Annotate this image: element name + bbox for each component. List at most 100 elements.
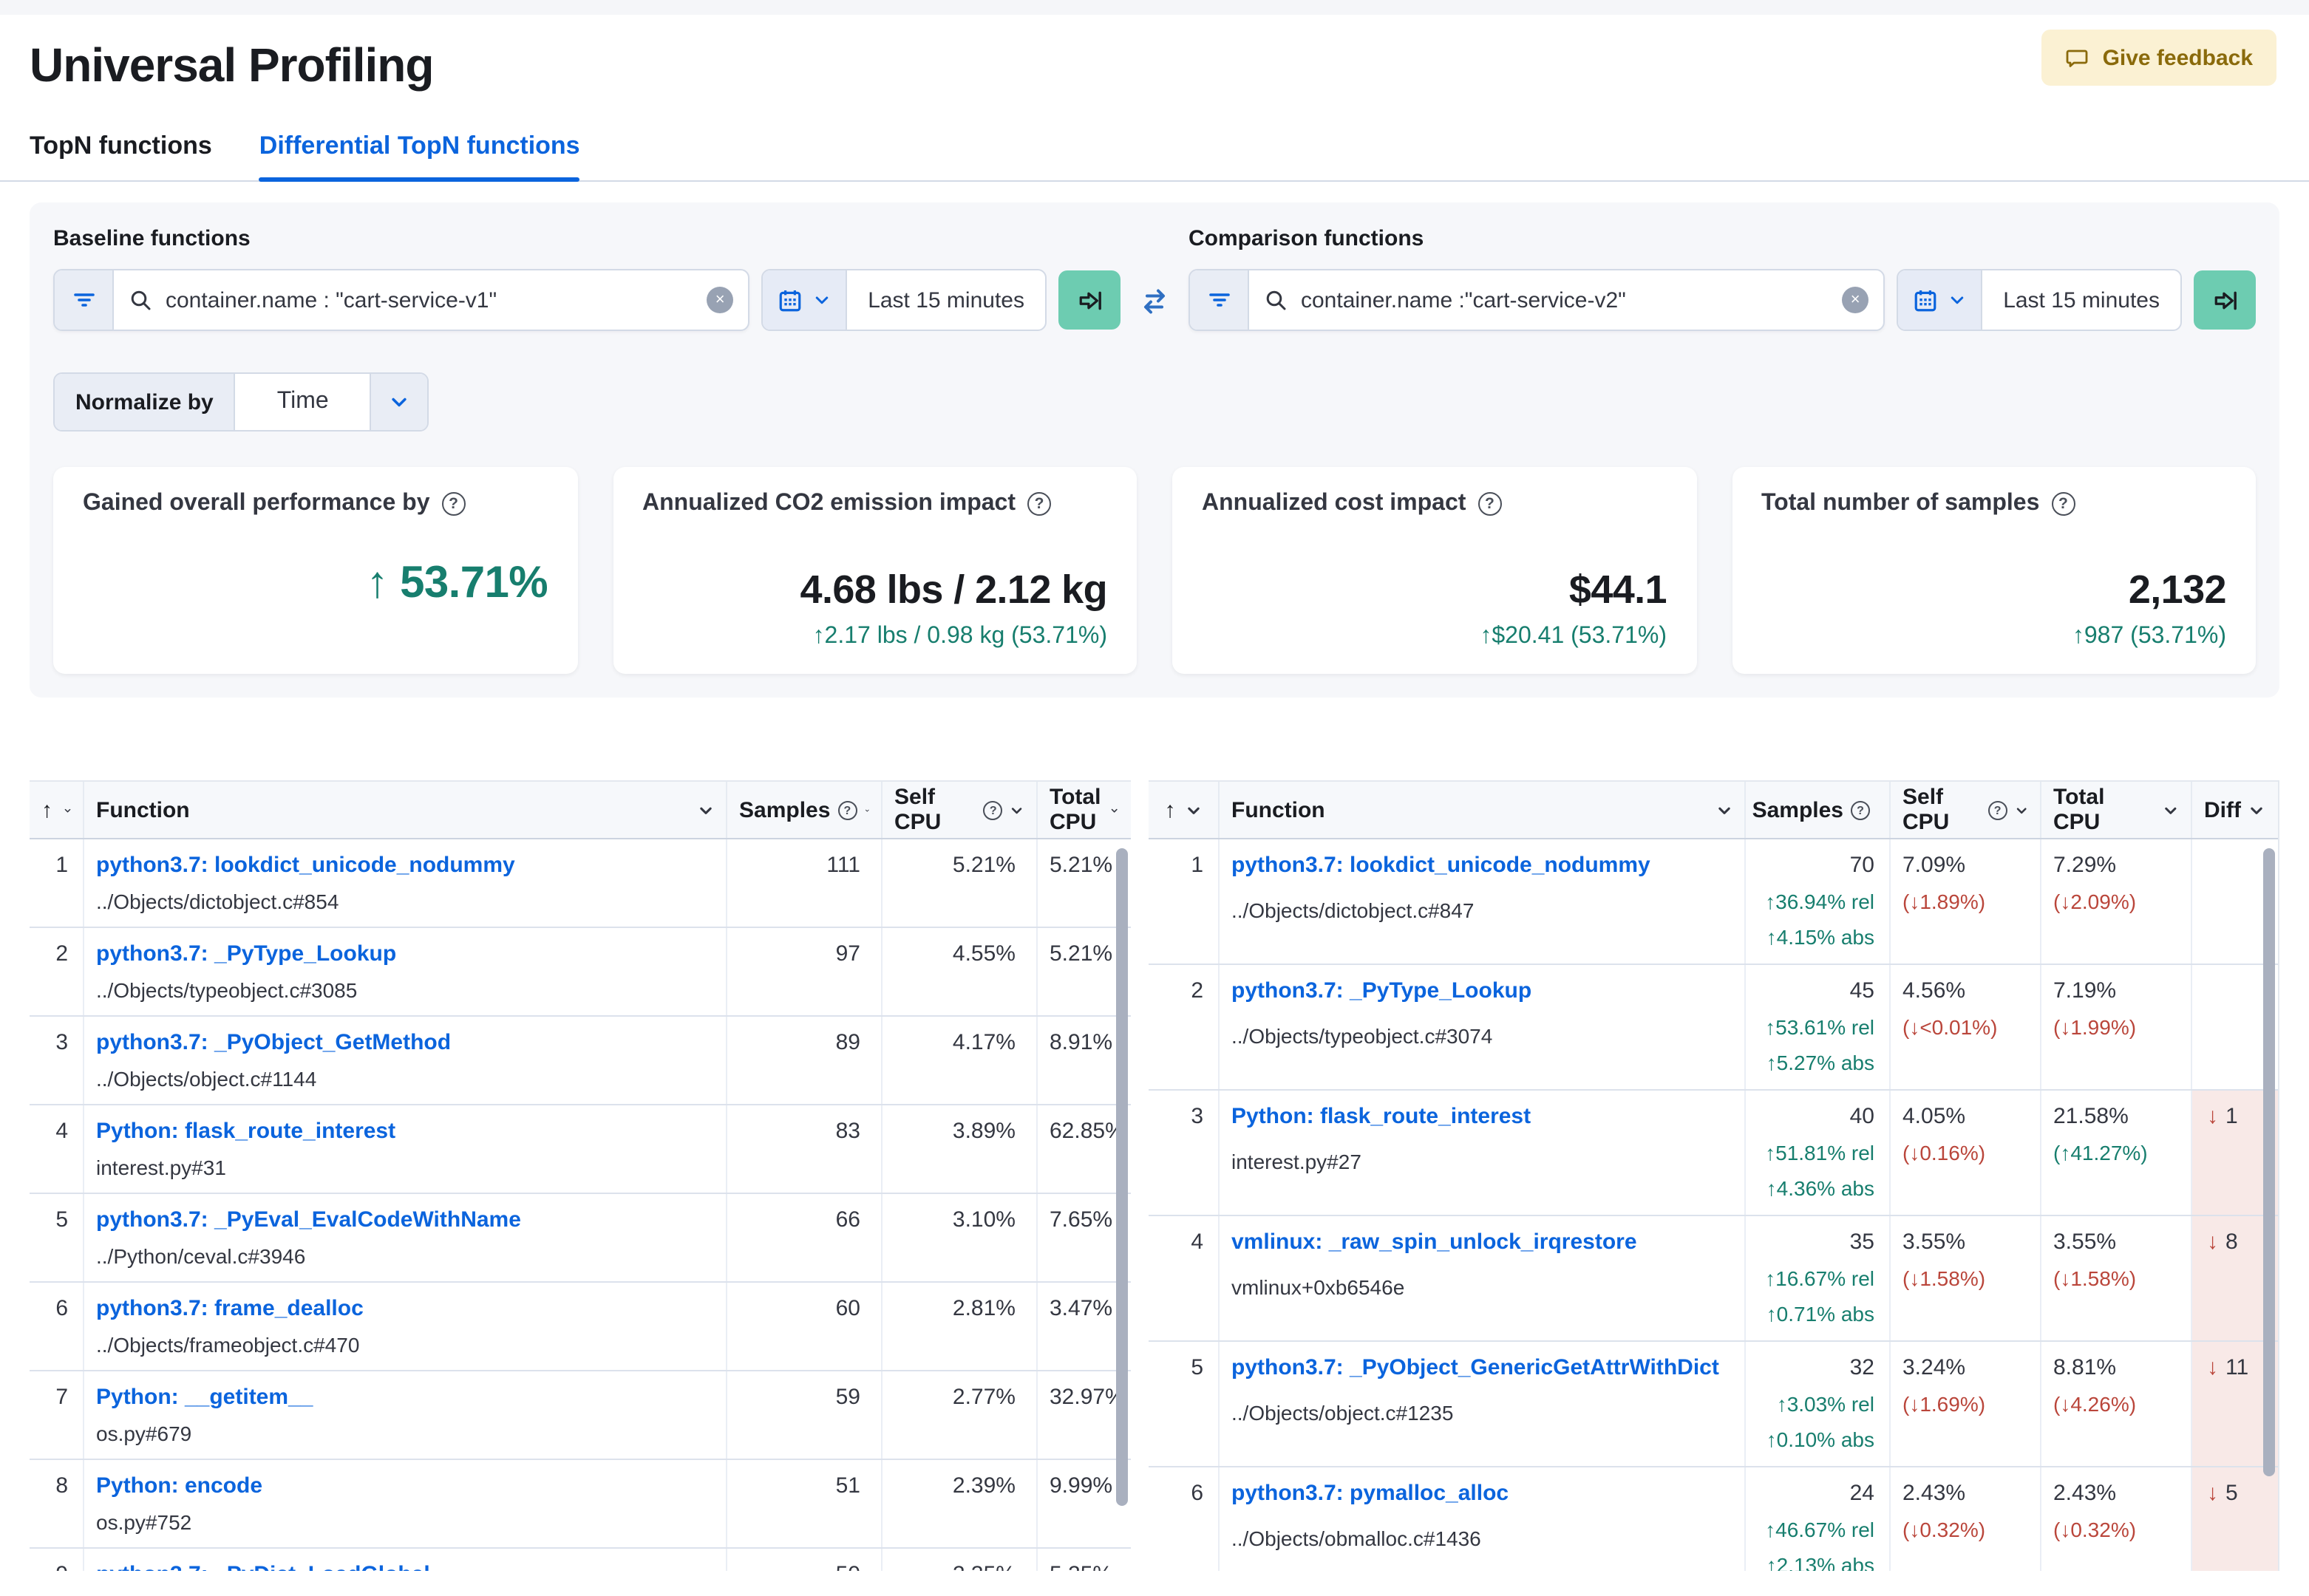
- swap-sides-button[interactable]: [1121, 272, 1188, 331]
- samples-value: 24: [1849, 1481, 1874, 1506]
- refresh-to-bar-icon: [1078, 290, 1101, 310]
- help-icon[interactable]: ?: [2051, 492, 2075, 516]
- samples-relative-change: ↑51.81% rel: [1765, 1141, 1874, 1164]
- function-source: ../Objects/dictobject.c#854: [96, 890, 339, 913]
- function-link[interactable]: Python: encode: [96, 1473, 263, 1498]
- filter-button[interactable]: [55, 270, 114, 330]
- function-link[interactable]: python3.7: pymalloc_alloc: [1231, 1481, 1509, 1506]
- clear-query-button[interactable]: ×: [707, 287, 734, 313]
- rank-diff-value: 8: [2225, 1230, 2238, 1255]
- function-cell: python3.7: lookdict_unicode_nodummy ../O…: [1220, 839, 1746, 964]
- chevron-down-icon: [1951, 296, 1964, 304]
- samples-cell: 32 ↑3.03% rel ↑0.10% abs: [1746, 1342, 1891, 1466]
- comparison-table-body: 1 python3.7: lookdict_unicode_nodummy ..…: [1149, 839, 2278, 1571]
- baseline-query-input[interactable]: container.name : "cart-service-v1" ×: [114, 270, 748, 330]
- card-cost-impact: Annualized cost impact ? $44.1 ↑$20.41 (…: [1172, 467, 1696, 674]
- card-performance-gain: Gained overall performance by ? ↑ 53.71%: [53, 467, 577, 674]
- chevron-down-icon: [700, 806, 712, 814]
- table-row: 4 Python: flask_route_interest interest.…: [30, 1105, 1131, 1194]
- help-icon[interactable]: ?: [1027, 492, 1051, 516]
- function-link[interactable]: python3.7: _PyObject_GetMethod: [96, 1030, 452, 1055]
- sort-arrow-up-icon: ↑: [1164, 797, 1176, 822]
- samples-relative-change: ↑16.67% rel: [1765, 1266, 1874, 1290]
- vertical-scrollbar[interactable]: [1116, 848, 1128, 1506]
- sort-column-header[interactable]: ↑: [30, 782, 84, 838]
- self-cpu-column-header[interactable]: Self CPU ?: [883, 782, 1038, 838]
- samples-value: 59: [727, 1371, 883, 1459]
- rank-number: 3: [30, 1017, 84, 1104]
- tab-differential-topn-functions[interactable]: Differential TopN functions: [259, 132, 580, 182]
- filter-icon: [1208, 293, 1229, 307]
- function-cell: python3.7: pymalloc_alloc ../Objects/obm…: [1220, 1467, 1746, 1571]
- total-cpu-column-header[interactable]: Total CPU: [2041, 782, 2192, 838]
- function-link[interactable]: python3.7: frame_dealloc: [96, 1296, 364, 1321]
- help-icon[interactable]: ?: [1477, 492, 1502, 516]
- baseline-update-button[interactable]: [1058, 270, 1121, 330]
- baseline-time-range[interactable]: Last 15 minutes: [868, 287, 1024, 313]
- clear-query-button[interactable]: ×: [1842, 287, 1869, 313]
- refresh-to-bar-icon: [2214, 290, 2236, 310]
- search-icon: [1266, 290, 1286, 310]
- samples-value: 60: [727, 1283, 883, 1370]
- function-column-header[interactable]: Function: [84, 782, 727, 838]
- samples-cell: 40 ↑51.81% rel ↑4.36% abs: [1746, 1091, 1891, 1215]
- function-link[interactable]: python3.7: lookdict_unicode_nodummy: [96, 853, 515, 878]
- table-row: 9 python3.7: _PyDict_LoadGlobal 50 2.35%…: [30, 1549, 1131, 1571]
- date-picker-toggle[interactable]: [1898, 270, 1983, 330]
- date-picker-toggle[interactable]: [763, 270, 848, 330]
- table-row: 6 python3.7: pymalloc_alloc ../Objects/o…: [1149, 1467, 2278, 1571]
- rank-number: 6: [30, 1283, 84, 1370]
- function-link[interactable]: vmlinux: _raw_spin_unlock_irqrestore: [1231, 1230, 1637, 1255]
- sort-column-header[interactable]: ↑: [1149, 782, 1220, 838]
- vertical-scrollbar[interactable]: [2263, 848, 2275, 1476]
- comparison-update-button[interactable]: [2194, 270, 2256, 330]
- help-icon: ?: [983, 800, 1003, 819]
- normalize-by-select[interactable]: Time: [276, 389, 329, 414]
- function-link[interactable]: Python: flask_route_interest: [1231, 1104, 1531, 1129]
- samples-cell: 45 ↑53.61% rel ↑5.27% abs: [1746, 965, 1891, 1089]
- filter-button[interactable]: [1190, 270, 1249, 330]
- function-link[interactable]: python3.7: _PyEval_EvalCodeWithName: [96, 1207, 521, 1232]
- function-cell: python3.7: _PyType_Lookup ../Objects/typ…: [84, 928, 727, 1015]
- diff-column-header[interactable]: Diff: [2192, 782, 2278, 838]
- comparison-time-range[interactable]: Last 15 minutes: [2003, 287, 2160, 313]
- comparison-functions-table: ↑ Function Samples ? Self CPU ?: [1149, 780, 2279, 1571]
- table-row: 4 vmlinux: _raw_spin_unlock_irqrestore v…: [1149, 1216, 2278, 1342]
- samples-column-header[interactable]: Samples ?: [727, 782, 883, 838]
- comparison-query-input[interactable]: container.name :"cart-service-v2" ×: [1249, 270, 1883, 330]
- function-link[interactable]: Python: flask_route_interest: [96, 1119, 396, 1144]
- function-column-header[interactable]: Function: [1220, 782, 1746, 838]
- function-link[interactable]: python3.7: _PyDict_LoadGlobal: [96, 1562, 714, 1571]
- page-title: Universal Profiling: [30, 38, 434, 92]
- table-row: 5 python3.7: _PyEval_EvalCodeWithName ..…: [30, 1194, 1131, 1283]
- self-cpu-value: 4.05%: [1902, 1104, 1966, 1129]
- help-icon[interactable]: ?: [441, 492, 466, 516]
- tab-topn-functions[interactable]: TopN functions: [30, 132, 212, 160]
- self-cpu-cell: 7.09% (↓1.89%): [1891, 839, 2041, 964]
- baseline-search-control: container.name : "cart-service-v1" ×: [53, 269, 750, 331]
- chevron-down-icon: [1012, 807, 1023, 814]
- chevron-down-icon: [392, 398, 407, 407]
- total-cpu-column-header[interactable]: Total CPU: [1038, 782, 1131, 838]
- function-link[interactable]: python3.7: _PyObject_GenericGetAttrWithD…: [1231, 1355, 1719, 1380]
- function-link[interactable]: python3.7: lookdict_unicode_nodummy: [1231, 853, 1650, 878]
- self-cpu-column-header[interactable]: Self CPU ?: [1891, 782, 2041, 838]
- normalize-chevron-button[interactable]: [370, 374, 428, 430]
- samples-column-header[interactable]: Samples ?: [1746, 782, 1891, 838]
- function-link[interactable]: python3.7: _PyType_Lookup: [1231, 978, 1532, 1003]
- function-cell: Python: flask_route_interest interest.py…: [84, 1105, 727, 1193]
- self-cpu-value: 3.89%: [883, 1105, 1038, 1193]
- self-cpu-cell: 3.24% (↓1.69%): [1891, 1342, 2041, 1466]
- rank-number: 2: [1149, 965, 1220, 1089]
- function-cell: python3.7: frame_dealloc ../Objects/fram…: [84, 1283, 727, 1370]
- baseline-controls: container.name : "cart-service-v1" ×: [53, 269, 1121, 331]
- function-cell: python3.7: _PyObject_GetMethod ../Object…: [84, 1017, 727, 1104]
- baseline-functions-table: ↑ Function Samples ? Self CPU ?: [30, 780, 1131, 1571]
- give-feedback-button[interactable]: Give feedback: [2041, 30, 2276, 86]
- calendar-icon: [1914, 289, 1936, 311]
- top-band: [0, 0, 2309, 15]
- total-cpu-delta: (↓1.99%): [2053, 1015, 2137, 1039]
- self-cpu-value: 2.39%: [883, 1460, 1038, 1547]
- function-link[interactable]: Python: __getitem__: [96, 1385, 313, 1410]
- function-link[interactable]: python3.7: _PyType_Lookup: [96, 941, 397, 966]
